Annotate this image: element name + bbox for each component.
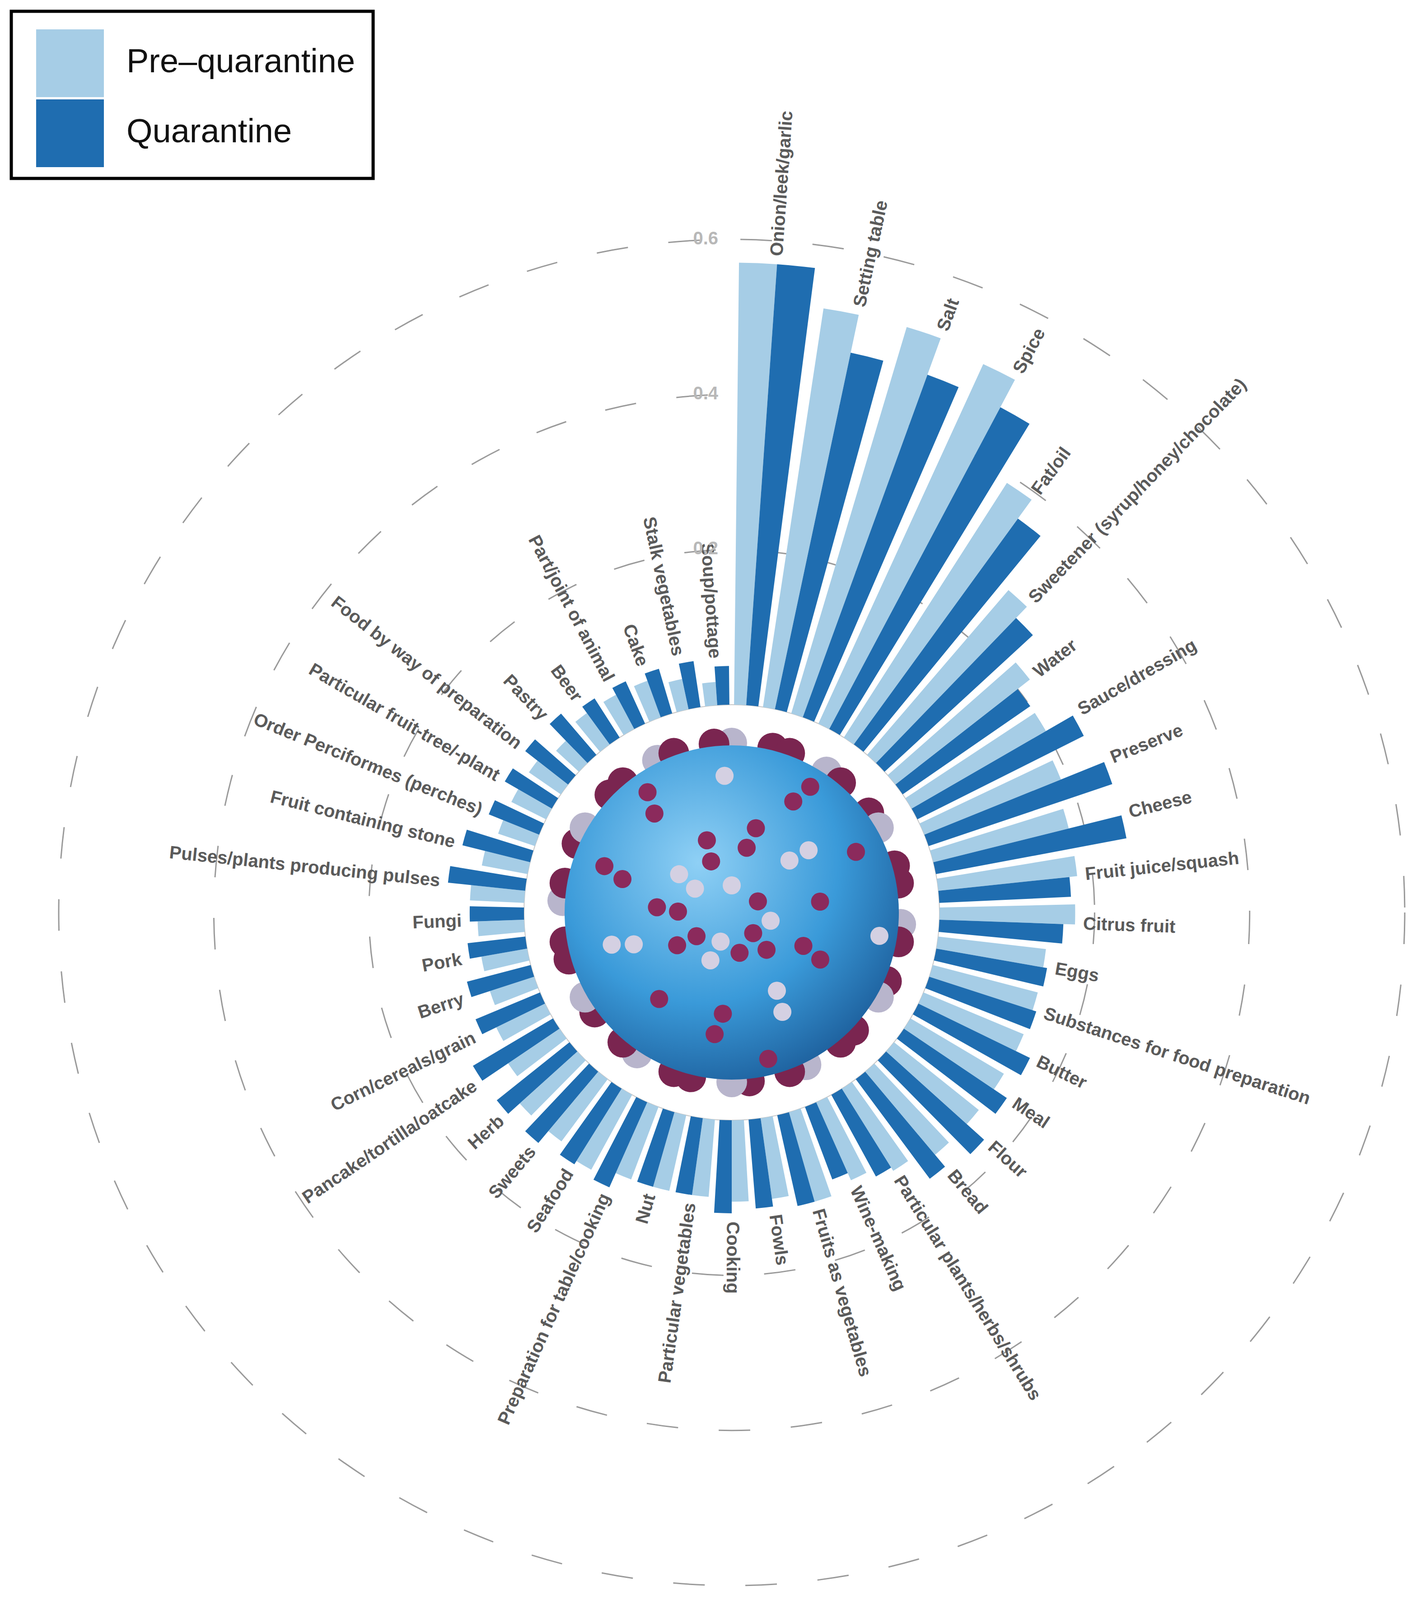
category-label: Citrus fruit xyxy=(1082,913,1176,937)
virus-illustration xyxy=(547,727,917,1098)
legend-swatch xyxy=(36,99,104,168)
grid-circle xyxy=(58,239,1405,1586)
category-label: Nut xyxy=(631,1191,660,1226)
category-label: Stalk vegetables xyxy=(639,514,689,658)
category-label: Water xyxy=(1029,635,1081,682)
legend-label: Pre–quarantine xyxy=(126,42,356,80)
category-label: Onion/leek/garlic xyxy=(766,110,796,258)
legend-label: Quarantine xyxy=(126,112,292,150)
grid-circle xyxy=(369,549,1095,1276)
category-label: Seafood xyxy=(522,1164,578,1236)
bar xyxy=(895,688,1030,795)
category-labels: Onion/leek/garlic Setting table Salt Spice F… xyxy=(168,110,1314,1428)
category-label: Berry xyxy=(415,988,467,1022)
category-label: Substances for food preparation xyxy=(1041,1002,1314,1108)
category-label: Wine-making xyxy=(846,1182,911,1294)
bar xyxy=(675,1116,703,1196)
category-label: Soup/pottage xyxy=(697,542,726,660)
bar xyxy=(467,964,535,997)
category-label: Pork xyxy=(420,948,464,976)
category-label: Sweets xyxy=(484,1141,540,1203)
bar xyxy=(462,829,534,863)
bar xyxy=(469,906,524,922)
bar xyxy=(877,1051,985,1155)
category-label: Cake xyxy=(619,621,653,669)
category-label: Pastry xyxy=(499,670,553,725)
bar xyxy=(804,1102,848,1180)
tick-labels: 0.2 0.4 0.6 xyxy=(692,228,719,559)
chart: Onion/leek/garlic Setting table Salt Spice F… xyxy=(0,0,1421,1600)
bar xyxy=(934,948,1048,987)
category-label: Eggs xyxy=(1053,958,1101,986)
bar xyxy=(475,992,546,1034)
bar xyxy=(714,665,730,706)
category-label: Flour xyxy=(984,1136,1032,1182)
bar xyxy=(504,768,559,809)
legend-frame xyxy=(11,11,374,179)
category-label: Particular fruit-tree/-plant xyxy=(305,659,504,785)
tick-label: 0.2 xyxy=(692,537,719,558)
category-label: Food by way of preparation xyxy=(327,591,527,753)
bar xyxy=(701,682,717,707)
axis-baseline xyxy=(523,704,940,1121)
category-label: Fowls xyxy=(766,1212,793,1267)
grid-circle xyxy=(213,394,1250,1431)
bar xyxy=(525,739,576,785)
category-label: Preparation for table/cooking xyxy=(493,1190,614,1428)
bar xyxy=(582,698,620,745)
bar xyxy=(938,876,1071,903)
bar xyxy=(912,1003,1030,1076)
category-label: Order Perciformes (perches) xyxy=(250,708,486,819)
bar xyxy=(612,681,646,730)
category-label: Sauce/dressing xyxy=(1074,634,1200,719)
bar xyxy=(637,1108,675,1187)
bar xyxy=(748,1118,773,1209)
bar xyxy=(714,1119,732,1214)
category-label: Pulses/plants producing pulses xyxy=(168,841,442,891)
category-label: Pancake/tortilla/oatcake xyxy=(298,1075,481,1207)
bar xyxy=(644,668,673,718)
category-label: Sweetener (syrup/honey/chocolate) xyxy=(1024,373,1251,607)
bar xyxy=(731,1119,749,1202)
category-label: Fat/oil xyxy=(1027,443,1075,498)
category-label: Spice xyxy=(1008,324,1049,377)
bar xyxy=(549,713,597,763)
category-label: Fruits as vegetables xyxy=(808,1205,876,1379)
legend-swatch xyxy=(36,29,104,98)
category-label: Cheese xyxy=(1126,786,1194,822)
bar xyxy=(467,936,528,959)
category-label: Particular plants/herbs/shrubs xyxy=(890,1171,1046,1404)
bar xyxy=(911,715,1084,820)
category-label: Part/joint of animal xyxy=(524,531,619,685)
grid xyxy=(58,239,1405,1586)
category-label: Bread xyxy=(944,1165,993,1218)
category-label: Salt xyxy=(932,295,963,334)
bar xyxy=(488,800,544,835)
category-label: Butter xyxy=(1033,1051,1090,1093)
category-label: Cooking xyxy=(723,1221,744,1294)
tick-label: 0.6 xyxy=(692,228,719,248)
bar xyxy=(777,1112,815,1206)
bar xyxy=(477,919,525,937)
category-label: Preserve xyxy=(1107,719,1186,767)
category-label: Fungi xyxy=(412,910,463,932)
category-label: Meal xyxy=(1009,1093,1054,1132)
tick-label: 0.4 xyxy=(692,383,719,403)
category-label: Herb xyxy=(463,1110,508,1154)
bar xyxy=(678,660,701,710)
bar xyxy=(448,865,527,891)
category-label: Fruit juice/squash xyxy=(1084,847,1240,884)
category-label: Beer xyxy=(546,660,587,706)
legend: Pre–quarantine Quarantine xyxy=(11,11,374,179)
bars xyxy=(448,262,1127,1214)
bar xyxy=(897,1028,1007,1114)
category-label: Corn/cereals/grain xyxy=(327,1027,479,1115)
bar xyxy=(938,919,1064,944)
category-label: Particular vegetables xyxy=(654,1201,700,1385)
category-label: Setting table xyxy=(849,198,892,309)
